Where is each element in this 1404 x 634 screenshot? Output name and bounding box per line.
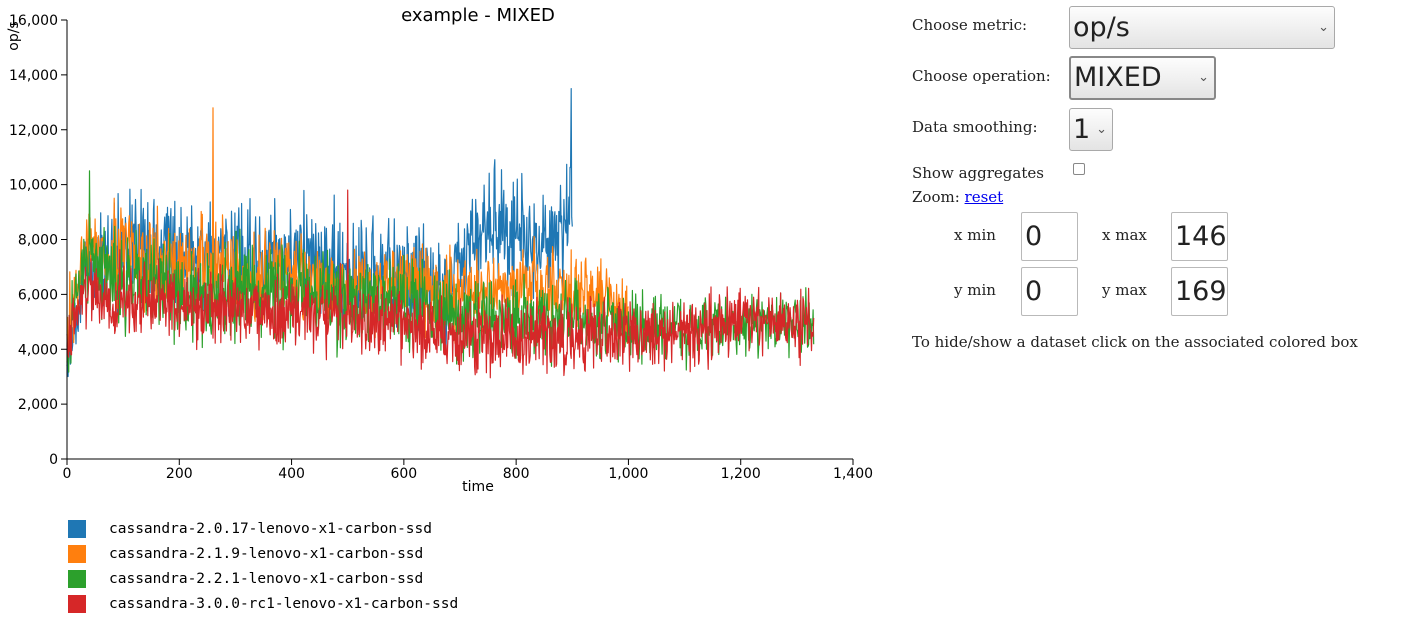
axes-group: 0 200 400 600 800 1,000 1,200 1,400 0 2,000 4,000 6… <box>9 13 873 482</box>
ymax-input[interactable]: 169 <box>1171 267 1228 316</box>
legend-item: cassandra-3.0.0-rc1-lenovo-x1-carbon-ssd <box>68 591 458 616</box>
chevron-down-icon: ⌄ <box>1318 20 1329 35</box>
xmax-input[interactable]: 146 <box>1171 212 1228 261</box>
y-tick-label: 16,000 <box>9 13 58 29</box>
zoom-reset-link[interactable]: reset <box>964 188 1004 206</box>
x-tick-label: 600 <box>390 466 417 482</box>
legend-swatch-cassandra-2-2-1[interactable] <box>68 569 86 588</box>
y-tick-label: 10,000 <box>9 178 58 194</box>
aggregates-checkbox[interactable] <box>1073 163 1085 175</box>
y-tick-label: 0 <box>49 452 58 468</box>
chart-title: example - MIXED <box>401 5 555 26</box>
metric-select[interactable]: op/s ⌄ <box>1069 6 1335 49</box>
legend: cassandra-2.0.17-lenovo-x1-carbon-ssd ca… <box>68 516 458 616</box>
smoothing-select[interactable]: 1 ⌄ <box>1069 108 1113 151</box>
legend-swatch-cassandra-3-0-0-rc1[interactable] <box>68 594 86 613</box>
legend-label: cassandra-3.0.0-rc1-lenovo-x1-carbon-ssd <box>109 595 459 612</box>
y-tick-label: 2,000 <box>18 397 58 413</box>
legend-item: cassandra-2.2.1-lenovo-x1-carbon-ssd <box>68 566 458 591</box>
ymin-input[interactable]: 0 <box>1021 267 1078 316</box>
ymin-label: y min <box>954 281 996 299</box>
xmin-input[interactable]: 0 <box>1021 212 1078 261</box>
x-tick-label: 1,400 <box>833 466 873 482</box>
operation-label: Choose operation: <box>912 67 1051 85</box>
y-tick-label: 12,000 <box>9 123 58 139</box>
x-tick-label: 200 <box>166 466 193 482</box>
legend-swatch-cassandra-2-0-17[interactable] <box>68 519 86 538</box>
x-tick-label: 1,000 <box>608 466 648 482</box>
x-tick-label: 0 <box>63 466 72 482</box>
y-tick-label: 8,000 <box>18 233 58 249</box>
smoothing-select-value: 1 <box>1073 114 1091 145</box>
operation-select[interactable]: MIXED ⌄ <box>1069 56 1216 100</box>
legend-label: cassandra-2.2.1-lenovo-x1-carbon-ssd <box>109 570 424 587</box>
x-tick-label: 1,200 <box>721 466 761 482</box>
chevron-down-icon: ⌄ <box>1198 70 1209 85</box>
y-tick-label: 14,000 <box>9 68 58 84</box>
chevron-down-icon: ⌄ <box>1096 122 1107 137</box>
metric-select-value: op/s <box>1073 12 1130 43</box>
zoom-row: Zoom: reset <box>912 188 1003 206</box>
aggregates-label: Show aggregates <box>912 164 1044 182</box>
series-line-cassandra-3-0-0-rc1-lenovo-x1-carbon-ssd <box>66 189 815 379</box>
y-axis-label: op/s <box>6 21 22 50</box>
legend-label: cassandra-2.1.9-lenovo-x1-carbon-ssd <box>109 545 424 562</box>
smoothing-label: Data smoothing: <box>912 118 1038 136</box>
legend-swatch-cassandra-2-1-9[interactable] <box>68 544 86 563</box>
operation-select-value: MIXED <box>1074 62 1162 93</box>
y-tick-label: 4,000 <box>18 342 58 358</box>
x-tick-label: 800 <box>503 466 530 482</box>
x-tick-label: 400 <box>278 466 305 482</box>
metric-label: Choose metric: <box>912 16 1028 34</box>
y-tick-label: 6,000 <box>18 287 58 303</box>
hint-text: To hide/show a dataset click on the asso… <box>912 333 1358 351</box>
xmin-label: x min <box>954 226 996 244</box>
xmax-label: x max <box>1102 226 1147 244</box>
series-group <box>66 87 815 379</box>
chart: 0 200 400 600 800 1,000 1,200 1,400 0 2,000 4,000 6… <box>6 5 873 495</box>
legend-item: cassandra-2.1.9-lenovo-x1-carbon-ssd <box>68 541 458 566</box>
ymax-label: y max <box>1102 281 1147 299</box>
x-axis-label: time <box>462 479 494 495</box>
legend-label: cassandra-2.0.17-lenovo-x1-carbon-ssd <box>109 520 433 537</box>
legend-item: cassandra-2.0.17-lenovo-x1-carbon-ssd <box>68 516 458 541</box>
zoom-label: Zoom: <box>912 188 960 206</box>
